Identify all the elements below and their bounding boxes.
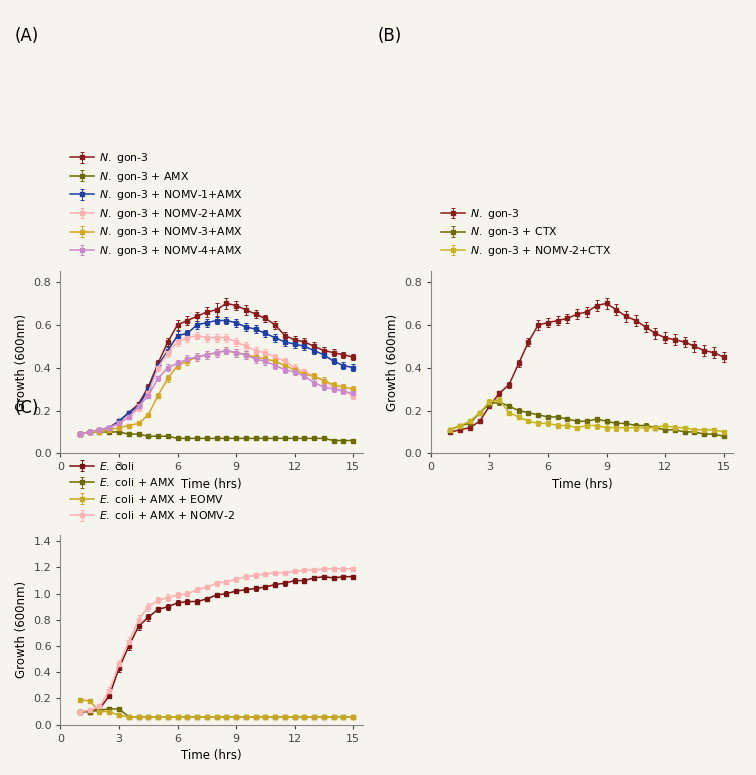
Y-axis label: Growth (600nm): Growth (600nm): [386, 314, 398, 411]
Y-axis label: Growth (600nm): Growth (600nm): [15, 314, 28, 411]
Text: (A): (A): [15, 27, 39, 45]
Legend: $\it{N.}$ gon-3, $\it{N.}$ gon-3 + CTX, $\it{N.}$ gon-3 + NOMV-2+CTX: $\it{N.}$ gon-3, $\it{N.}$ gon-3 + CTX, …: [436, 202, 615, 262]
X-axis label: Time (hrs): Time (hrs): [181, 749, 242, 762]
Legend: $\it{E.}$ coli, $\it{E.}$ coli + AMX, $\it{E.}$ coli + AMX + EOMV, $\it{E.}$ col: $\it{E.}$ coli, $\it{E.}$ coli + AMX, $\…: [66, 455, 240, 525]
X-axis label: Time (hrs): Time (hrs): [181, 478, 242, 491]
Text: (C): (C): [15, 399, 39, 417]
Text: (B): (B): [378, 27, 402, 45]
Y-axis label: Growth (600nm): Growth (600nm): [15, 581, 28, 678]
X-axis label: Time (hrs): Time (hrs): [552, 478, 612, 491]
Legend: $\it{N.}$ gon-3, $\it{N.}$ gon-3 + AMX, $\it{N.}$ gon-3 + NOMV-1+AMX, $\it{N.}$ : $\it{N.}$ gon-3, $\it{N.}$ gon-3 + AMX, …: [66, 146, 248, 262]
